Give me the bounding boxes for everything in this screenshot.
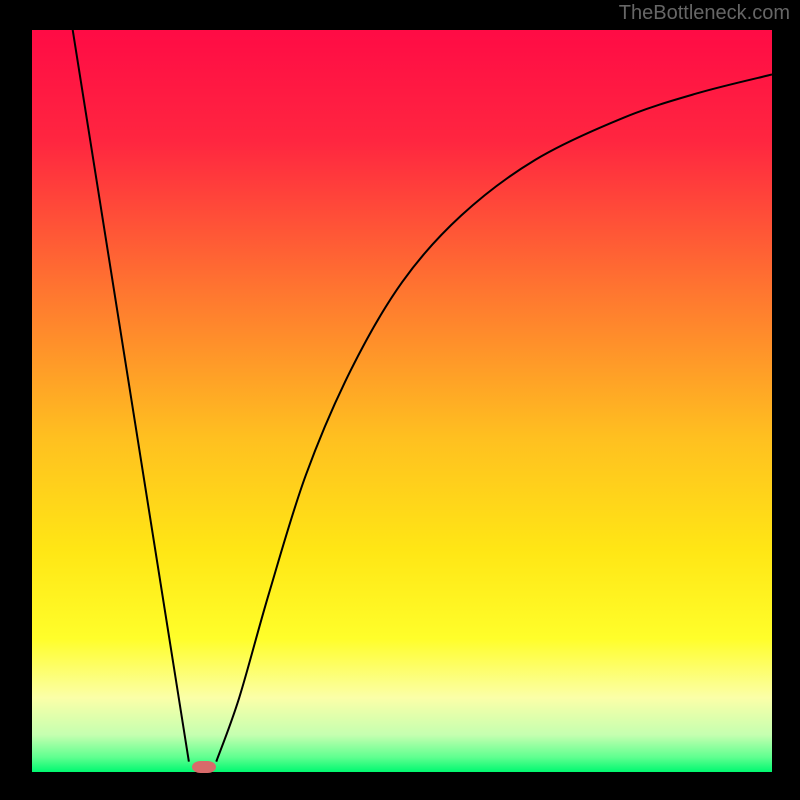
ascending-curve-path [216, 75, 772, 762]
curves-layer [32, 30, 772, 772]
plot-area [32, 30, 772, 772]
chart-container: TheBottleneck.com [0, 0, 800, 800]
attribution-text[interactable]: TheBottleneck.com [619, 2, 790, 25]
descending-line-path [73, 30, 189, 762]
minimum-marker [192, 761, 216, 773]
